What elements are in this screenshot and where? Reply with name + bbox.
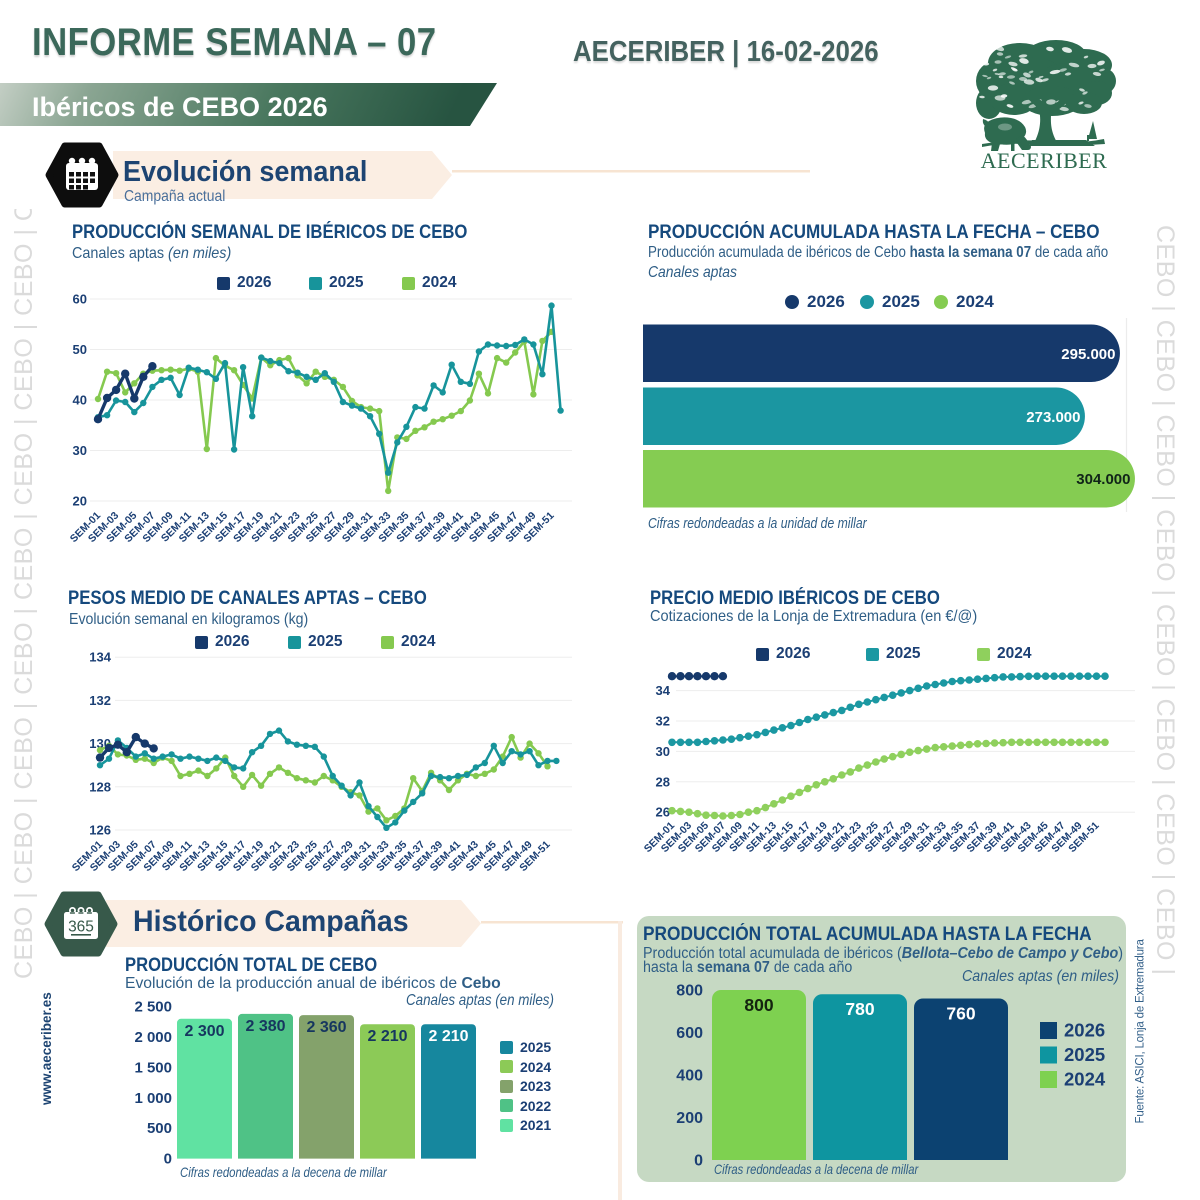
svg-text:0: 0 bbox=[694, 1153, 703, 1170]
svg-text:2024: 2024 bbox=[1064, 1069, 1106, 1090]
svg-text:760: 760 bbox=[946, 1004, 975, 1024]
svg-text:AECERIBER: AECERIBER bbox=[981, 148, 1108, 173]
svg-text:2025: 2025 bbox=[1064, 1044, 1105, 1065]
svg-text:30: 30 bbox=[656, 744, 670, 759]
svg-text:295.000: 295.000 bbox=[1061, 346, 1115, 363]
svg-text:273.000: 273.000 bbox=[1026, 409, 1080, 426]
svg-text:2 210: 2 210 bbox=[367, 1028, 407, 1045]
svg-text:1 500: 1 500 bbox=[134, 1059, 172, 1076]
svg-text:500: 500 bbox=[147, 1120, 172, 1137]
svg-text:30: 30 bbox=[73, 443, 87, 458]
svg-text:40: 40 bbox=[73, 393, 87, 408]
svg-text:34: 34 bbox=[656, 683, 671, 698]
svg-text:1 000: 1 000 bbox=[134, 1090, 172, 1107]
svg-text:800: 800 bbox=[676, 983, 703, 1000]
svg-text:2 300: 2 300 bbox=[184, 1023, 224, 1040]
svg-text:128: 128 bbox=[89, 779, 111, 794]
svg-text:2 210: 2 210 bbox=[428, 1028, 468, 1045]
svg-text:2026: 2026 bbox=[1064, 1020, 1105, 1041]
svg-text:20: 20 bbox=[73, 494, 87, 509]
svg-text:60: 60 bbox=[73, 292, 87, 307]
svg-text:28: 28 bbox=[656, 774, 670, 789]
svg-text:400: 400 bbox=[676, 1068, 703, 1085]
svg-text:2 500: 2 500 bbox=[134, 1000, 172, 1016]
svg-text:2 360: 2 360 bbox=[306, 1019, 346, 1036]
svg-text:134: 134 bbox=[89, 650, 111, 665]
svg-text:200: 200 bbox=[676, 1110, 703, 1127]
svg-text:365: 365 bbox=[68, 919, 94, 936]
svg-text:780: 780 bbox=[845, 999, 874, 1019]
svg-text:132: 132 bbox=[89, 693, 111, 708]
svg-text:50: 50 bbox=[73, 342, 87, 357]
svg-text:26: 26 bbox=[656, 805, 670, 820]
svg-text:304.000: 304.000 bbox=[1076, 471, 1130, 488]
svg-text:126: 126 bbox=[89, 823, 111, 838]
svg-text:2 000: 2 000 bbox=[134, 1029, 172, 1046]
svg-text:800: 800 bbox=[744, 995, 773, 1015]
svg-text:600: 600 bbox=[676, 1025, 703, 1042]
svg-text:2 380: 2 380 bbox=[245, 1018, 285, 1035]
svg-text:0: 0 bbox=[164, 1151, 172, 1168]
svg-text:32: 32 bbox=[656, 714, 670, 729]
